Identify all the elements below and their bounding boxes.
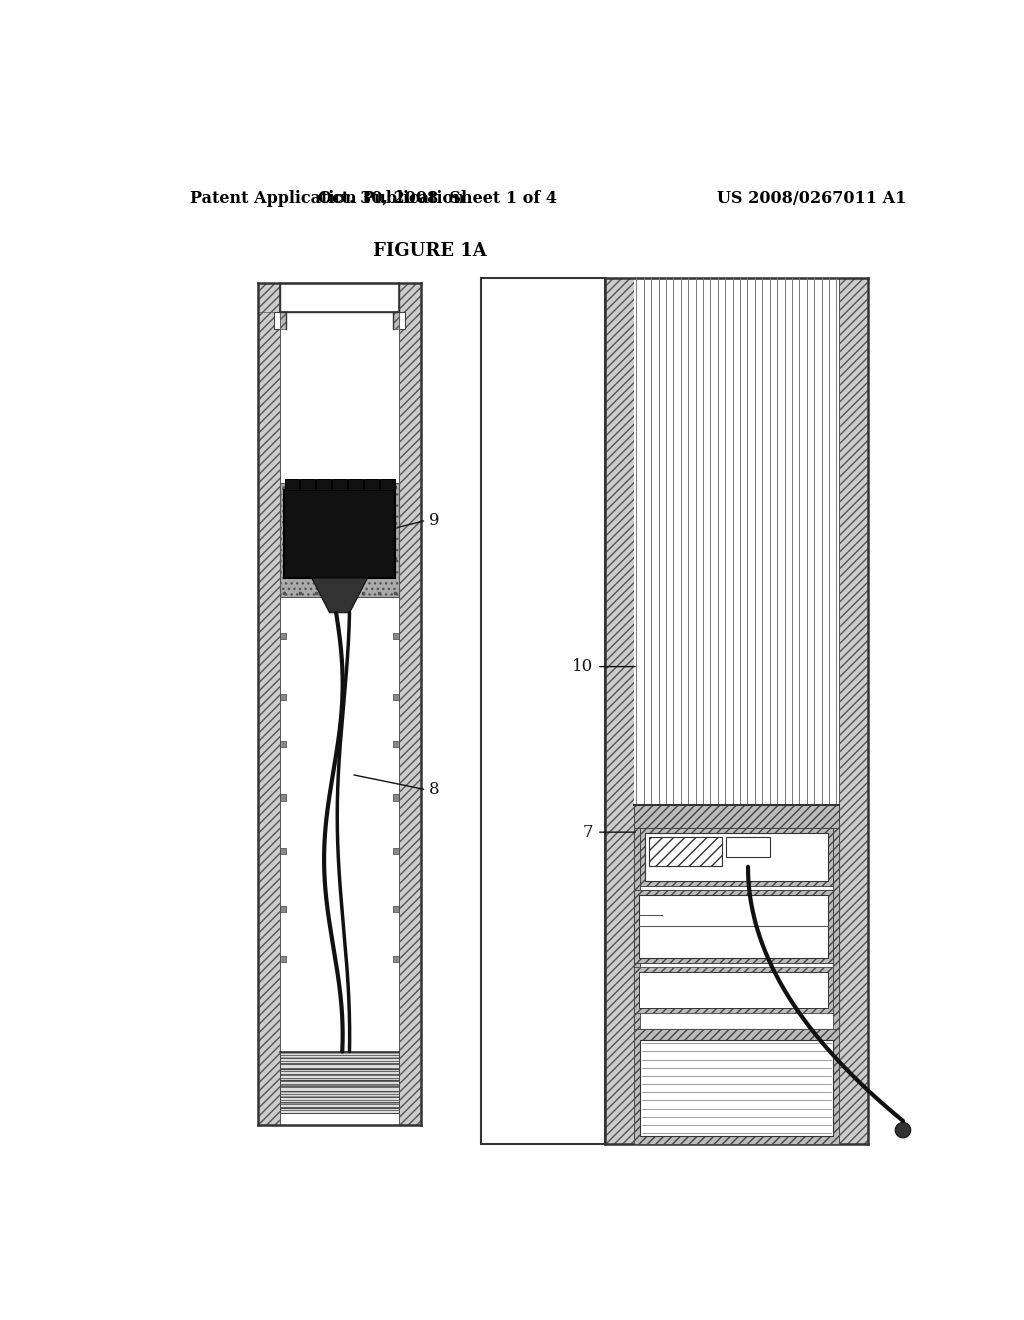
- Text: Oct. 30, 2008  Sheet 1 of 4: Oct. 30, 2008 Sheet 1 of 4: [318, 190, 557, 207]
- Bar: [258, 284, 286, 313]
- Bar: [348, 479, 362, 490]
- Bar: [399, 313, 406, 330]
- Polygon shape: [640, 829, 833, 886]
- Polygon shape: [634, 805, 839, 829]
- Polygon shape: [604, 277, 634, 1144]
- Bar: [280, 906, 286, 912]
- Bar: [280, 956, 286, 962]
- Bar: [280, 741, 286, 747]
- Bar: [280, 632, 286, 639]
- Polygon shape: [634, 890, 833, 964]
- Bar: [645, 833, 827, 882]
- Bar: [649, 837, 722, 866]
- Bar: [280, 284, 399, 313]
- Bar: [273, 313, 280, 330]
- Bar: [640, 1040, 833, 1137]
- Circle shape: [895, 1122, 910, 1138]
- Bar: [639, 972, 827, 1008]
- Bar: [634, 829, 839, 1028]
- Bar: [280, 795, 286, 800]
- Polygon shape: [311, 578, 368, 612]
- Bar: [316, 479, 331, 490]
- Text: Patent Application Publication: Patent Application Publication: [190, 190, 465, 207]
- Polygon shape: [393, 313, 399, 330]
- Text: 7: 7: [583, 824, 593, 841]
- Bar: [280, 483, 399, 597]
- Text: FIGURE 1A: FIGURE 1A: [374, 242, 487, 260]
- Bar: [726, 837, 770, 857]
- Bar: [393, 906, 399, 912]
- Bar: [380, 479, 394, 490]
- Bar: [285, 479, 299, 490]
- Polygon shape: [280, 313, 286, 330]
- Bar: [365, 479, 379, 490]
- Polygon shape: [399, 284, 421, 1125]
- Bar: [393, 795, 399, 800]
- Bar: [639, 895, 827, 958]
- Bar: [480, 277, 604, 1144]
- Bar: [280, 849, 286, 854]
- Text: 8: 8: [429, 781, 439, 799]
- Bar: [284, 490, 395, 578]
- Bar: [393, 694, 399, 701]
- Polygon shape: [634, 829, 640, 1028]
- Text: 9: 9: [429, 512, 439, 529]
- Text: US 2008/0267011 A1: US 2008/0267011 A1: [717, 190, 906, 207]
- Bar: [393, 632, 399, 639]
- Polygon shape: [280, 1052, 399, 1113]
- Bar: [333, 479, 347, 490]
- Bar: [393, 849, 399, 854]
- Polygon shape: [634, 966, 833, 1014]
- Polygon shape: [634, 1028, 839, 1144]
- Bar: [393, 741, 399, 747]
- Polygon shape: [258, 284, 280, 1125]
- Bar: [280, 694, 286, 701]
- Text: 10: 10: [571, 659, 593, 675]
- Polygon shape: [839, 277, 868, 1144]
- Bar: [393, 956, 399, 962]
- Polygon shape: [833, 829, 839, 1028]
- Bar: [300, 479, 315, 490]
- Bar: [634, 277, 839, 805]
